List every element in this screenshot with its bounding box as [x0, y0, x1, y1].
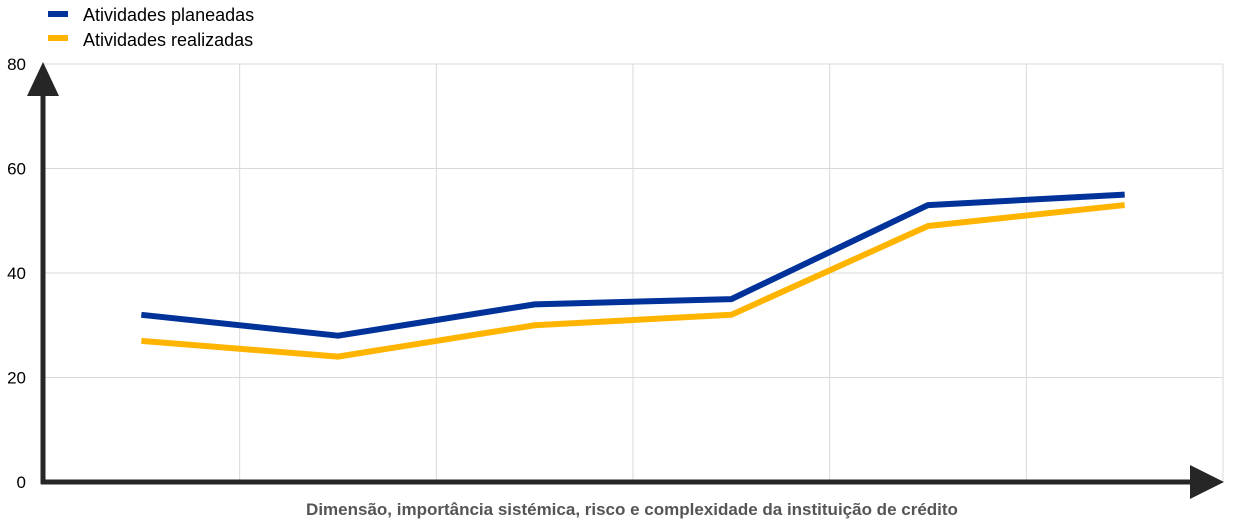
- y-axis-arrow-icon: [27, 62, 59, 96]
- y-tick-label: 40: [7, 264, 26, 283]
- y-tick-label: 80: [7, 55, 26, 74]
- series-lines: [141, 191, 1125, 360]
- y-axis-ticks: 0 20 40 60 80: [7, 55, 26, 492]
- legend-label-planeadas: Atividades planeadas: [83, 5, 254, 25]
- y-tick-label: 60: [7, 160, 26, 179]
- x-axis-arrow-icon: [1190, 465, 1224, 499]
- legend-swatch-realizadas: [48, 35, 68, 41]
- y-axis: [27, 62, 59, 484]
- x-axis-label: Dimensão, importância sistémica, risco e…: [306, 500, 958, 519]
- legend: Atividades planeadas Atividades realizad…: [48, 5, 254, 50]
- grid: [43, 63, 1224, 483]
- series-line-1: [141, 202, 1125, 360]
- x-axis: [41, 465, 1224, 499]
- y-tick-label: 20: [7, 369, 26, 388]
- legend-swatch-planeadas: [48, 11, 68, 17]
- series-line-0: [141, 191, 1125, 339]
- legend-label-realizadas: Atividades realizadas: [83, 30, 253, 50]
- y-tick-label: 0: [17, 473, 26, 492]
